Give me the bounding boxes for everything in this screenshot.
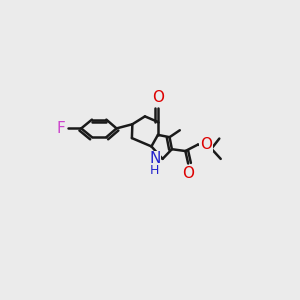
Text: F: F (56, 121, 65, 136)
Text: O: O (182, 166, 194, 181)
Text: H: H (149, 164, 159, 177)
Text: N: N (149, 152, 161, 166)
Text: O: O (152, 90, 164, 105)
Text: O: O (200, 136, 212, 152)
